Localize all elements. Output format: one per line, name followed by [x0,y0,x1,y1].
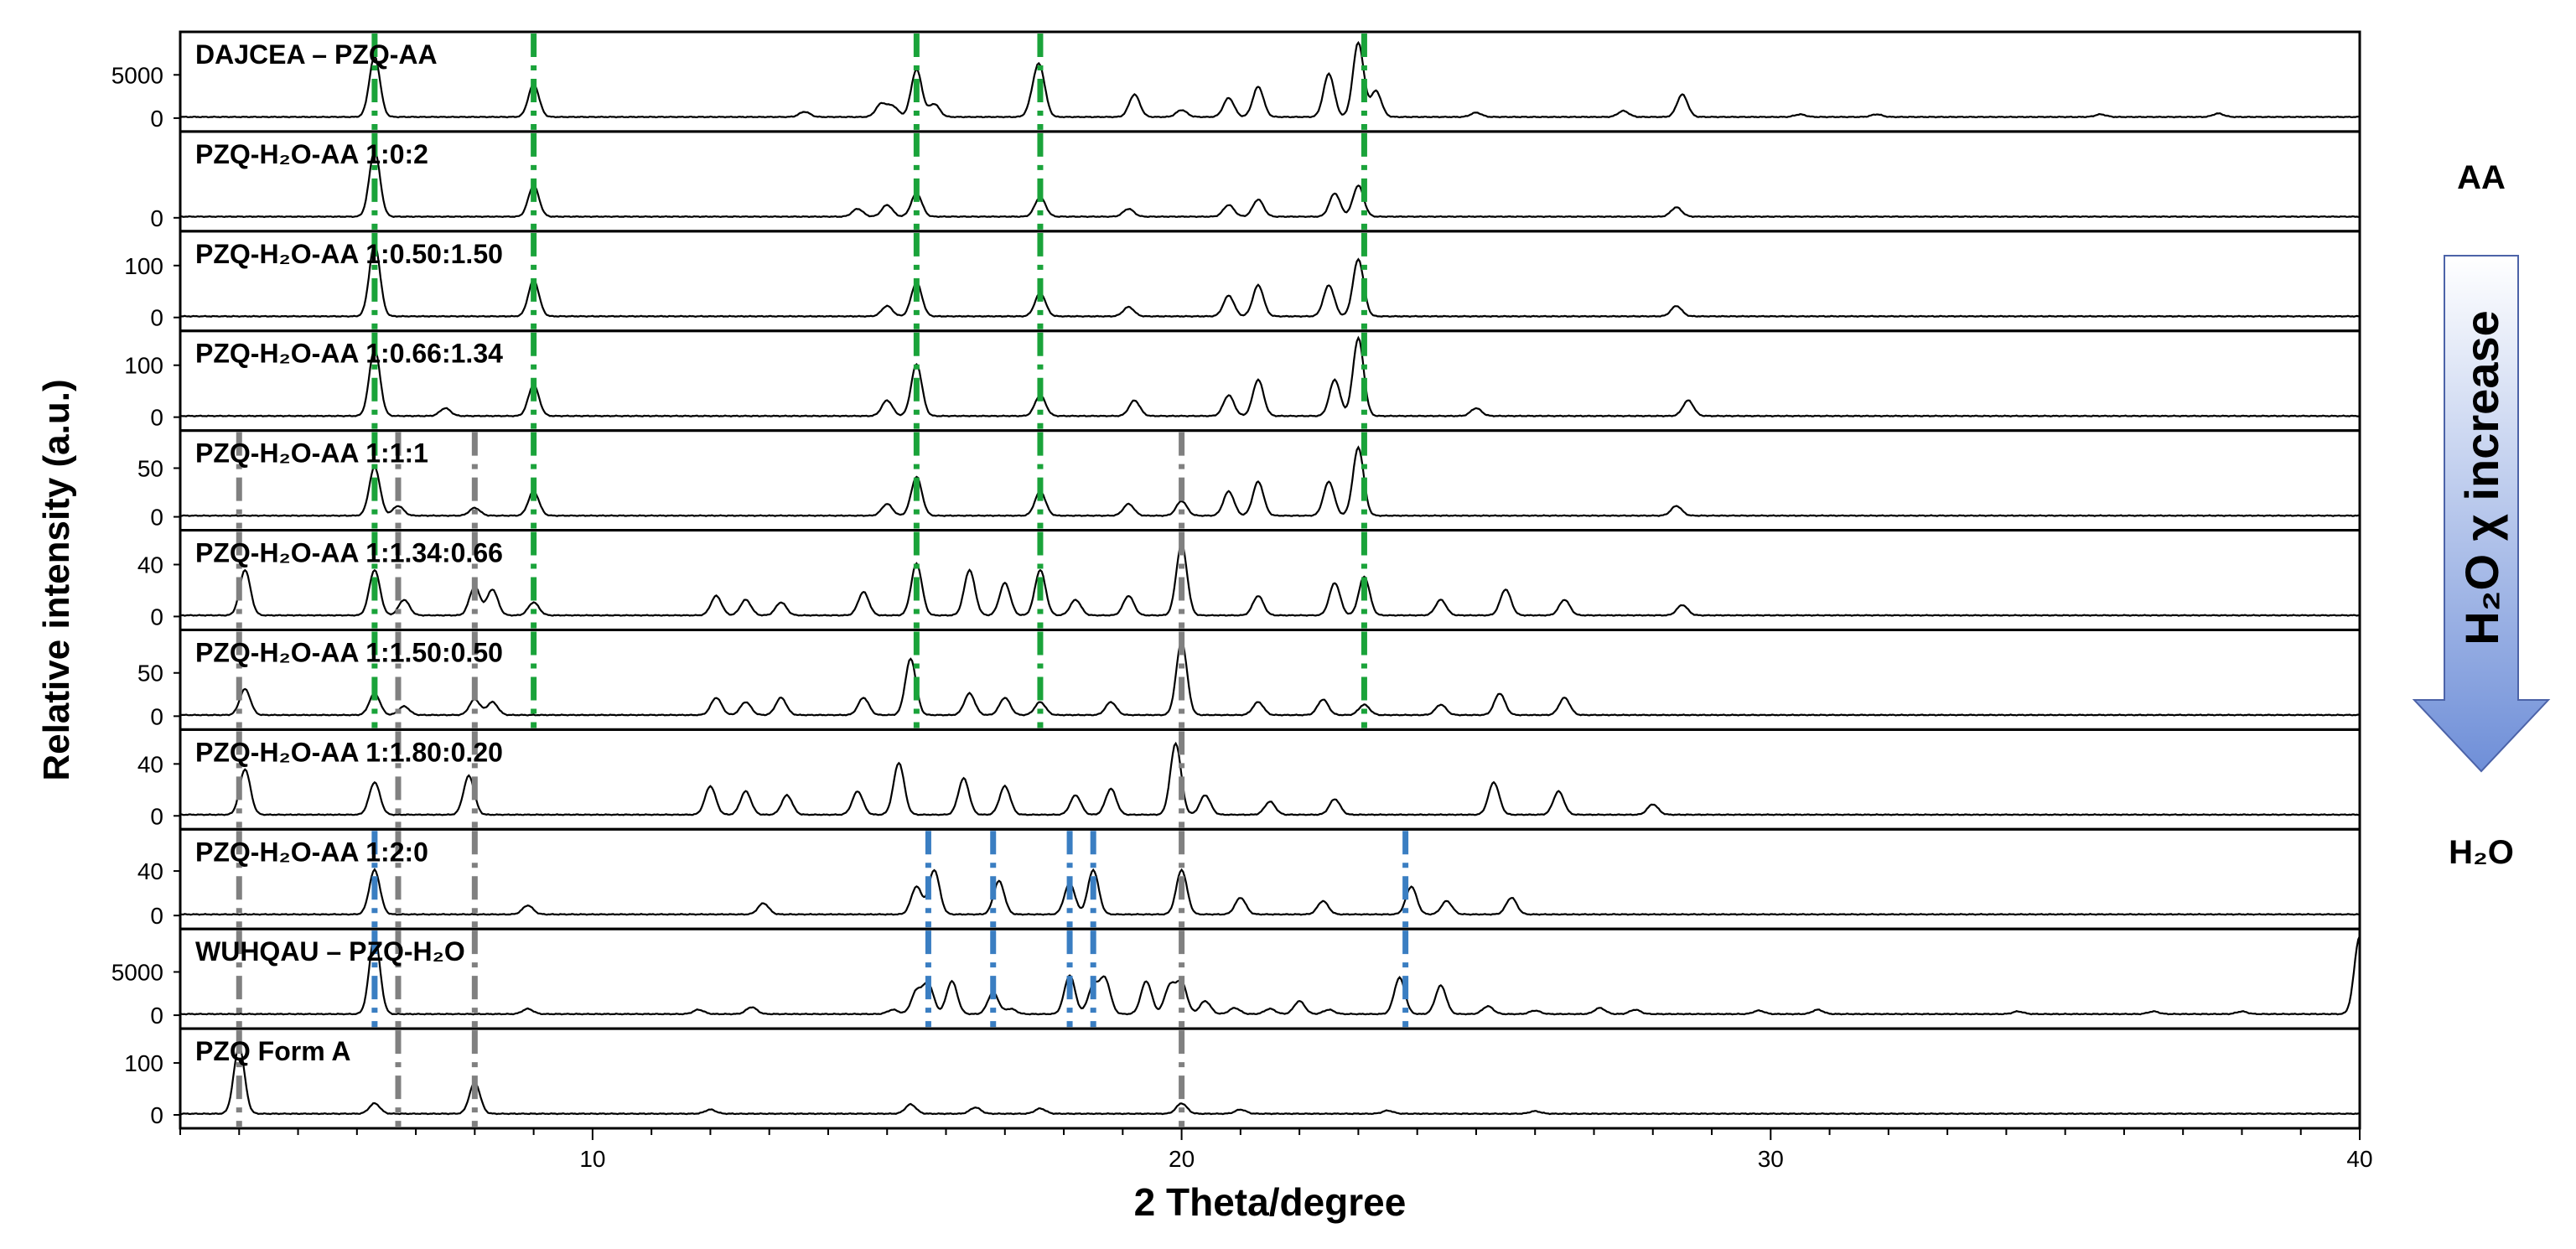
panel: 50 0 PZQ-H₂O-AA 1:1.50:0.50 [137,628,2361,731]
series-trace [179,148,2361,219]
panel-label: PZQ-H₂O-AA 1:0.50:1.50 [195,239,503,269]
series-trace [179,640,2361,717]
panel-label: PZQ-H₂O-AA 1:0.66:1.34 [195,339,503,369]
series-trace [179,40,2361,119]
panel-label: PZQ-H₂O-AA 1:1.50:0.50 [195,637,503,667]
series-trace [179,868,2361,916]
panel-label: WUHQAU – PZQ-H₂O [195,936,465,967]
x-tick-label: 10 [579,1146,605,1172]
x-tick-label: 20 [1169,1146,1195,1172]
panel: 100 0 PZQ-H₂O-AA 1:0.50:1.50 [124,230,2361,333]
series-trace [179,934,2361,1016]
x-tick-label: 40 [2346,1146,2372,1172]
panel-label: PZQ-H₂O-AA 1:1:1 [195,438,428,469]
y-tick-label: 40 [137,751,163,777]
y-tick-label: 40 [137,858,163,884]
series-trace [179,445,2361,517]
y-tick-label: 40 [137,552,163,578]
panel: 0 PZQ-H₂O-AA 1:0:2 [150,130,2361,233]
series-trace [179,1044,2361,1116]
panel: 40 0 PZQ-H₂O-AA 1:1.34:0.66 [137,529,2361,631]
y-tick-label: 100 [124,1050,163,1076]
panel: 5000 0 WUHQAU – PZQ-H₂O [111,927,2361,1030]
y-tick-label: 0 [150,604,163,630]
panel-label: PZQ-H₂O-AA 1:1.80:0.20 [195,737,503,767]
y-tick-label: 0 [150,1102,163,1128]
series-trace [179,335,2361,417]
y-tick-label: 0 [150,305,163,331]
panel-label: PZQ-H₂O-AA 1:0:2 [195,139,428,169]
series-trace [179,741,2360,816]
arrow-label: H₂O χ increase [2455,310,2508,645]
series-trace [180,241,2361,319]
y-tick-label: 0 [150,405,163,431]
y-tick-label: 0 [150,205,163,231]
panel-label: DAJCEA – PZQ-AA [195,39,438,70]
panel-label: PZQ-H₂O-AA 1:1.34:0.66 [195,538,503,568]
y-tick-label: 100 [124,253,163,279]
panel-frame [179,1027,2361,1130]
y-tick-label: 0 [150,1003,163,1029]
panel: 40 0 PZQ-H₂O-AA 1:1.80:0.20 [137,728,2361,831]
y-tick-label: 5000 [111,959,163,985]
panel: 50 0 PZQ-H₂O-AA 1:1:1 [137,429,2361,532]
y-tick-label: 50 [137,455,163,481]
y-tick-label: 50 [137,661,163,687]
panel-label: PZQ-H₂O-AA 1:2:0 [195,837,428,867]
y-tick-label: 0 [150,703,163,729]
panel: 40 0 PZQ-H₂O-AA 1:2:0 [137,827,2361,930]
series-trace [179,542,2361,617]
y-tick-label: 5000 [111,62,163,88]
y-tick-label: 0 [150,505,163,531]
x-tick-label: 30 [1758,1146,1784,1172]
y-axis-label: Relative intensity (a.u.) [36,379,77,780]
panel: 100 0 PZQ-H₂O-AA 1:0.66:1.34 [124,329,2361,433]
x-axis: 10 20 30 40 [179,1128,2373,1172]
panel: 100 0 PZQ Form A [124,1027,2361,1130]
panel: 5000 0 DAJCEA – PZQ-AA [111,30,2361,133]
side-label-h2o: H₂O [2449,834,2514,871]
down-arrow-icon [2412,255,2551,773]
y-tick-label: 0 [150,106,163,132]
y-tick-label: 0 [150,903,163,929]
x-axis-label: 2 Theta/degree [1134,1180,1407,1224]
y-tick-label: 0 [150,803,163,829]
panel-label: PZQ Form A [195,1036,350,1066]
side-label-aa: AA [2457,159,2506,196]
y-tick-label: 100 [124,353,163,379]
